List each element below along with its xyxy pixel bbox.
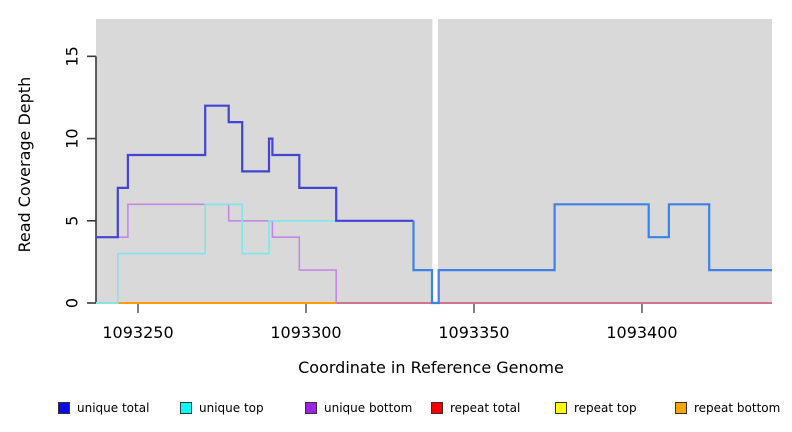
x-tick-label: 1093250: [102, 323, 173, 342]
legend-swatch-icon: [675, 402, 687, 414]
x-tick-label: 1093300: [270, 323, 341, 342]
legend-label: unique top: [199, 401, 264, 415]
legend-label: repeat total: [450, 401, 521, 415]
series-unique-total-right-line: [412, 203, 772, 305]
chart-legend: unique total unique top unique bottom repea…: [0, 398, 792, 422]
legend-label: repeat top: [574, 401, 637, 415]
legend-swatch-icon: [58, 402, 70, 414]
legend-item-unique-bottom: unique bottom: [305, 398, 412, 418]
legend-label: unique bottom: [324, 401, 413, 415]
legend-item-repeat-total: repeat total: [431, 398, 520, 418]
y-tick-label: 5: [63, 216, 82, 226]
masked-gap-band: [432, 19, 439, 304]
x-axis-title: Coordinate in Reference Genome: [298, 358, 564, 377]
series-unique-top-line: [96, 203, 337, 304]
legend-item-unique-top: unique top: [180, 398, 264, 418]
legend-swatch-icon: [305, 402, 317, 414]
legend-item-repeat-bottom: repeat bottom: [675, 398, 780, 418]
legend-item-unique-total: unique total: [58, 398, 149, 418]
x-tick-label: 1093400: [606, 323, 677, 342]
legend-label: repeat bottom: [694, 401, 781, 415]
series-unique-total-left-line: [96, 104, 414, 239]
legend-label: unique total: [77, 401, 150, 415]
y-tick-label: 0: [63, 298, 82, 308]
legend-swatch-icon: [555, 402, 567, 414]
legend-swatch-icon: [431, 402, 443, 414]
y-axis-title: Read Coverage Depth: [15, 77, 34, 253]
y-tick-label: 10: [63, 128, 82, 148]
legend-swatch-icon: [180, 402, 192, 414]
y-tick-label: 15: [63, 46, 82, 66]
legend-item-repeat-top: repeat top: [555, 398, 637, 418]
x-tick-label: 1093350: [438, 323, 509, 342]
